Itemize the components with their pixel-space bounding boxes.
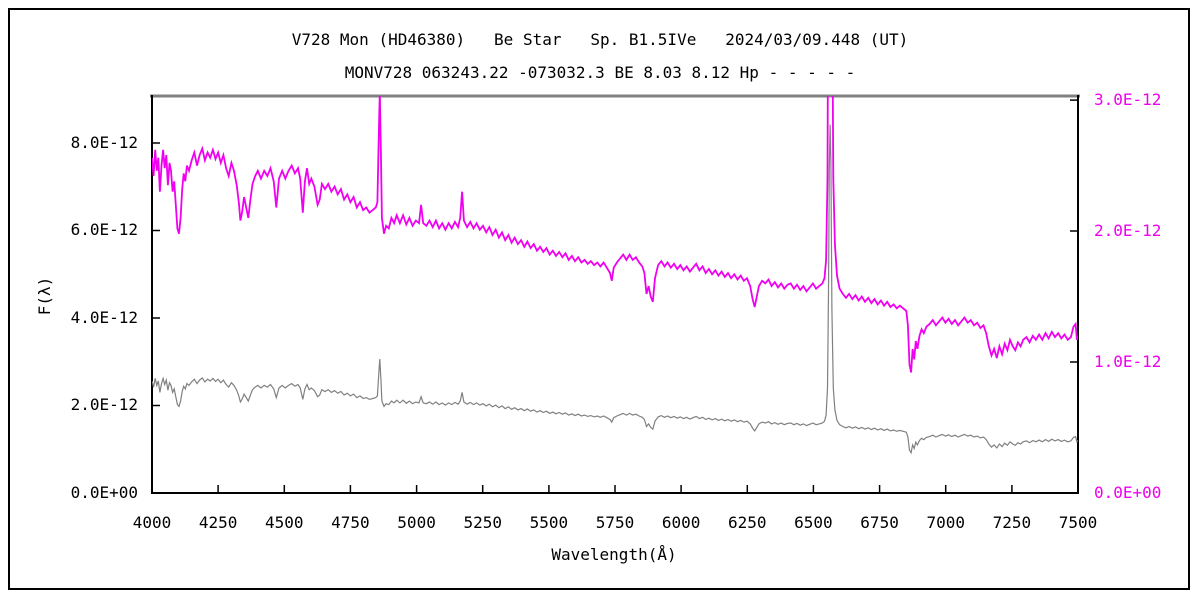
- y-axis-tick-label-right: 0.0E+00: [1094, 483, 1162, 502]
- x-axis-tick-label: 4000: [132, 513, 172, 532]
- y-axis-tick-label-right: 1.0E-12: [1094, 352, 1162, 372]
- y-axis-tick-label-left: 8.0E-12: [70, 132, 138, 152]
- outer-border: [8, 8, 1190, 590]
- x-axis-tick-label: 5000: [397, 513, 436, 532]
- x-axis-tick-label: 4750: [331, 513, 370, 532]
- spectrum-line-left: [152, 124, 1078, 455]
- x-axis-tick-label: 6750: [860, 513, 899, 532]
- x-axis-tick-label: 5750: [595, 513, 635, 532]
- x-axis-tick-label: 5250: [463, 513, 502, 532]
- y-axis-tick-label-left: 4.0E-12: [70, 307, 138, 327]
- x-axis-tick-label: 5500: [529, 513, 569, 532]
- x-axis-tick-label: 7250: [992, 513, 1032, 532]
- chart-title: V728 Mon (HD46380) Be Star Sp. B1.5IVe 2…: [291, 30, 909, 49]
- x-axis-label: Wavelength(Å): [551, 545, 677, 564]
- y-axis-tick-label-left: 0.0E+00: [70, 483, 138, 502]
- chart-subtitle: MONV728 063243.22 -073032.3 BE 8.03 8.12…: [344, 63, 856, 82]
- spectrum-line-right: [152, 96, 1078, 373]
- x-axis-tick-label: 6250: [728, 513, 767, 532]
- y-axis-tick-label-right: 3.0E-12: [1094, 90, 1162, 110]
- x-axis-tick-label: 4500: [265, 513, 304, 532]
- y-axis-tick-label-left: 6.0E-12: [70, 220, 138, 240]
- y-axis-tick-label-right: 2.0E-12: [1094, 221, 1162, 241]
- x-axis-tick-label: 7000: [926, 513, 965, 532]
- x-axis-tick-label: 4250: [198, 513, 238, 532]
- x-axis-tick-label: 6000: [661, 513, 701, 532]
- x-axis-tick-label: 6500: [794, 513, 833, 532]
- x-axis-tick-label: 7500: [1058, 513, 1098, 532]
- y-axis-tick-label-left: 2.0E-12: [70, 395, 138, 415]
